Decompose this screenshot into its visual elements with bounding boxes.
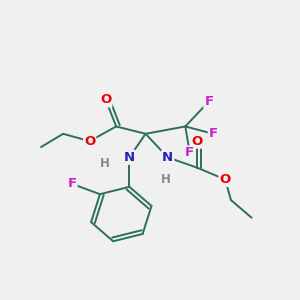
Text: H: H (161, 173, 171, 186)
Text: O: O (220, 173, 231, 186)
Text: N: N (162, 151, 173, 164)
Text: O: O (100, 93, 112, 106)
Text: O: O (191, 135, 203, 148)
Text: N: N (124, 151, 135, 164)
Text: H: H (99, 157, 109, 170)
Text: O: O (84, 135, 95, 148)
Text: F: F (68, 177, 76, 190)
Text: F: F (204, 95, 214, 108)
Text: F: F (209, 127, 218, 140)
Text: F: F (185, 146, 194, 159)
